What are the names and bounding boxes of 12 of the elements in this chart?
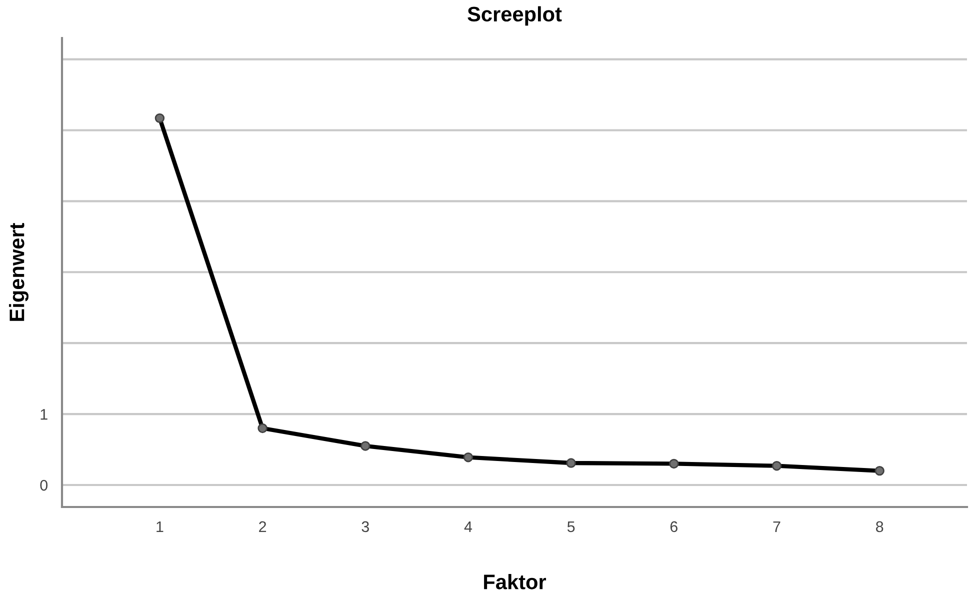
x-tick-label: 2 — [259, 521, 266, 532]
y-tick-label: 0 — [40, 480, 48, 491]
x-tick-label: 3 — [362, 521, 369, 532]
x-axis-title: Faktor — [484, 574, 546, 590]
x-tick-label: 7 — [773, 521, 780, 532]
x-tick-label: 4 — [464, 521, 472, 532]
x-tick-label: 5 — [567, 521, 575, 532]
x-tick-label: 6 — [670, 521, 678, 532]
x-tick-label: 1 — [156, 521, 164, 532]
y-axis-title: Eigenwert — [8, 222, 29, 321]
x-tick-label: 8 — [876, 521, 884, 532]
chart-title: Screeplot — [468, 6, 562, 26]
